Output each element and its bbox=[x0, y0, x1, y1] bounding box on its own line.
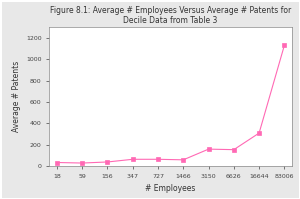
Y-axis label: Average # Patents: Average # Patents bbox=[12, 61, 21, 132]
Title: Figure 8.1: Average # Employees Versus Average # Patents for
Decile Data from Ta: Figure 8.1: Average # Employees Versus A… bbox=[50, 6, 291, 25]
X-axis label: # Employees: # Employees bbox=[146, 184, 196, 193]
